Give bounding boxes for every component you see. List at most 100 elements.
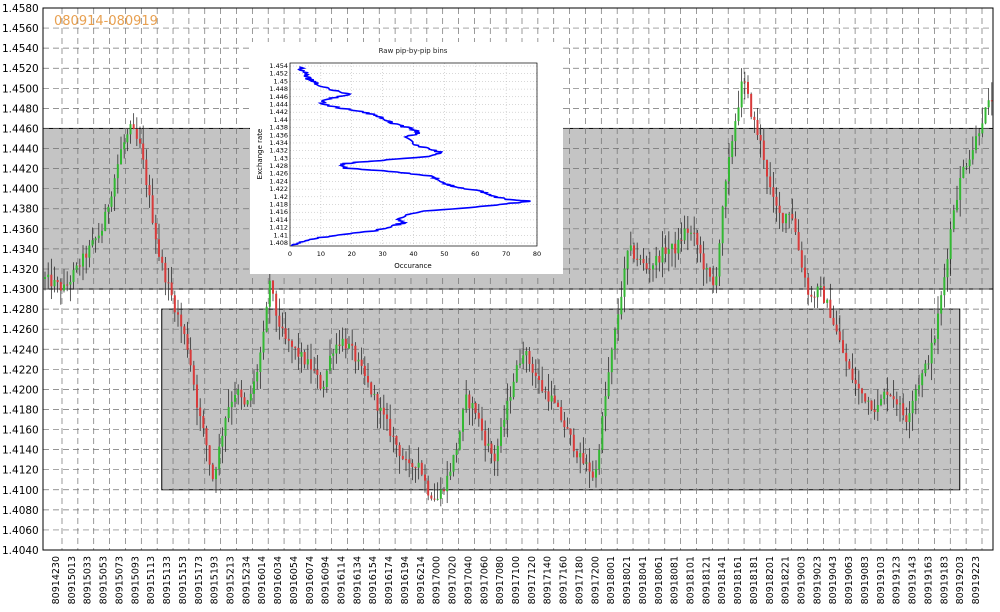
candle-body bbox=[148, 185, 151, 196]
candle-body bbox=[880, 399, 882, 406]
candle-body bbox=[585, 462, 588, 464]
candle-body bbox=[120, 149, 122, 165]
inset-x-tick-label: 20 bbox=[348, 250, 356, 258]
x-tick-label: 80916194 bbox=[400, 556, 411, 604]
x-tick-label: 80915133 bbox=[162, 556, 173, 604]
candle-body bbox=[683, 228, 686, 241]
candle-body bbox=[313, 369, 316, 371]
inset-y-tick-label: 1.45 bbox=[274, 77, 288, 85]
candle-body bbox=[367, 375, 369, 383]
candle-body bbox=[310, 359, 312, 370]
candle-body bbox=[747, 81, 749, 94]
candle-body bbox=[332, 353, 335, 356]
y-tick-label: 1.4320 bbox=[2, 264, 39, 276]
candle-body bbox=[867, 400, 870, 402]
x-tick-label: 80915113 bbox=[146, 556, 157, 604]
candle-body bbox=[753, 116, 756, 120]
candle-body bbox=[829, 299, 832, 318]
candle-body bbox=[800, 250, 803, 268]
y-tick-label: 1.4560 bbox=[2, 23, 39, 35]
candle-body bbox=[132, 124, 135, 129]
x-tick-label: 80918061 bbox=[654, 556, 665, 604]
candle-body bbox=[398, 445, 401, 456]
candle-body bbox=[275, 293, 278, 316]
candle-body bbox=[626, 250, 629, 269]
candle-body bbox=[946, 259, 949, 278]
candle-body bbox=[443, 489, 445, 492]
x-tick-label: 80915234 bbox=[241, 556, 252, 604]
candle-body bbox=[408, 459, 411, 464]
inset-y-tick-label: 1.424 bbox=[269, 177, 288, 185]
candle-body bbox=[357, 359, 360, 362]
candle-body bbox=[183, 326, 186, 335]
candle-body bbox=[167, 282, 170, 284]
candle-body bbox=[503, 419, 506, 427]
candle-body bbox=[509, 397, 512, 401]
y-tick-label: 1.4480 bbox=[2, 103, 39, 115]
candle-body bbox=[620, 296, 623, 315]
y-tick-label: 1.4180 bbox=[2, 404, 39, 416]
candle-body bbox=[192, 365, 195, 385]
x-tick-label: 80915213 bbox=[225, 556, 236, 604]
candle-body bbox=[291, 340, 293, 347]
candle-body bbox=[199, 407, 202, 417]
candle-body bbox=[202, 416, 205, 429]
candle-body bbox=[724, 181, 727, 207]
x-tick-label: 80919123 bbox=[892, 556, 903, 604]
y-tick-label: 1.4100 bbox=[2, 485, 39, 497]
candle-body bbox=[53, 280, 56, 287]
x-tick-label: 80917020 bbox=[448, 556, 459, 604]
candle-body bbox=[525, 351, 528, 356]
candle-body bbox=[227, 407, 230, 419]
candle-body bbox=[610, 349, 613, 373]
candle-body bbox=[531, 363, 534, 373]
candle-body bbox=[816, 286, 819, 298]
x-tick-label: 80918201 bbox=[765, 556, 776, 604]
x-tick-label: 80918121 bbox=[701, 556, 712, 604]
candle-body bbox=[436, 498, 439, 500]
candle-body bbox=[633, 245, 635, 259]
inset-y-tick-label: 1.446 bbox=[269, 93, 288, 101]
candle-body bbox=[591, 471, 594, 478]
candle-body bbox=[300, 352, 303, 357]
candle-body bbox=[766, 159, 768, 177]
x-tick-label: 80918161 bbox=[733, 556, 744, 604]
candle-body bbox=[629, 245, 632, 251]
candle-body bbox=[892, 396, 895, 400]
candle-body bbox=[427, 480, 430, 496]
candle-body bbox=[553, 395, 556, 403]
x-tick-label: 80915053 bbox=[99, 556, 110, 604]
candle-body bbox=[861, 388, 863, 394]
x-tick-label: 80916154 bbox=[368, 556, 379, 604]
candle-body bbox=[278, 315, 281, 327]
y-tick-label: 1.4300 bbox=[2, 284, 39, 296]
candle-body bbox=[914, 389, 917, 401]
candle-body bbox=[544, 391, 547, 393]
candle-body bbox=[471, 403, 474, 409]
candle-body bbox=[522, 355, 525, 364]
x-tick-label: 80916174 bbox=[384, 556, 395, 604]
candle-body bbox=[921, 373, 924, 386]
candle-body bbox=[316, 369, 319, 375]
candle-body bbox=[465, 394, 468, 410]
y-tick-label: 1.4460 bbox=[2, 123, 39, 135]
y-tick-label: 1.4060 bbox=[2, 525, 39, 537]
candle-body bbox=[75, 265, 78, 270]
candle-body bbox=[677, 239, 680, 254]
x-tick-label: 80918001 bbox=[606, 556, 617, 604]
candle-body bbox=[208, 445, 211, 465]
y-tick-label: 1.4540 bbox=[2, 43, 39, 55]
inset-y-tick-label: 1.412 bbox=[269, 224, 288, 232]
candle-body bbox=[642, 258, 645, 264]
candle-body bbox=[940, 295, 943, 314]
candle-body bbox=[743, 81, 746, 83]
inset-y-tick-label: 1.43 bbox=[274, 154, 288, 162]
x-tick-label: 80917060 bbox=[479, 556, 490, 604]
candle-body bbox=[737, 107, 740, 122]
candle-body bbox=[788, 213, 791, 215]
candle-body bbox=[506, 400, 509, 420]
candle-body bbox=[287, 338, 290, 341]
candle-body bbox=[113, 178, 116, 197]
candle-body bbox=[680, 239, 683, 241]
candlesticks bbox=[44, 68, 993, 507]
